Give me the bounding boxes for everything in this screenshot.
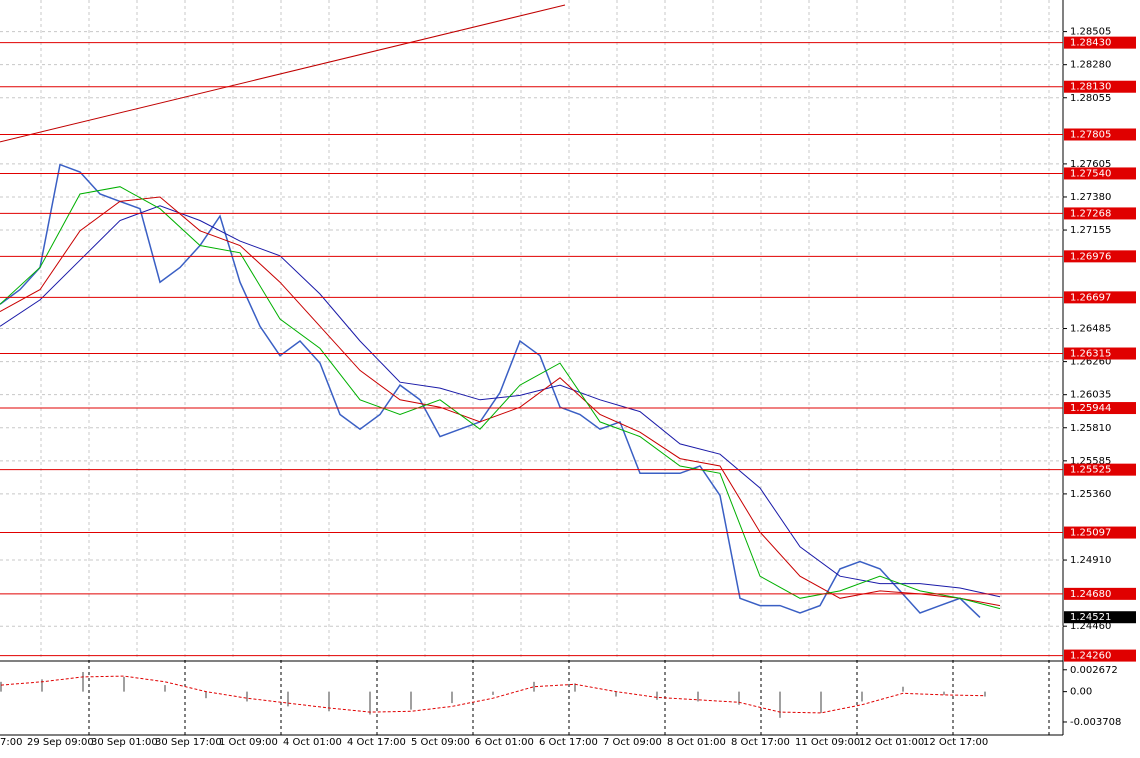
level-label: 1.24680 xyxy=(1070,589,1111,600)
histogram-bar xyxy=(902,686,904,692)
x-tick-label: 8 Oct 01:00 xyxy=(667,737,726,748)
level-label-bg xyxy=(1064,526,1136,539)
histogram-bar xyxy=(861,691,863,702)
level-label: 1.24260 xyxy=(1070,651,1111,662)
level-label: 1.25525 xyxy=(1070,465,1111,476)
y-tick-label: 1.27380 xyxy=(1070,192,1111,203)
histogram-bar xyxy=(369,691,371,715)
x-tick-label: 12 Oct 01:00 xyxy=(859,737,924,748)
histogram-bar xyxy=(410,691,412,710)
level-label-bg xyxy=(1064,587,1136,600)
x-tick-label: 6 Oct 01:00 xyxy=(475,737,534,748)
y-tick-label: 1.25585 xyxy=(1070,456,1111,467)
y-tick-label: 1.25810 xyxy=(1070,423,1111,434)
y-tick-label: 1.25360 xyxy=(1070,489,1111,500)
series-line xyxy=(0,186,1001,610)
y-tick-label: -0.003708 xyxy=(1070,717,1121,728)
y-tick-label: 1.24910 xyxy=(1070,555,1111,566)
y-tick-label: 1.26035 xyxy=(1070,390,1111,401)
histogram-bar xyxy=(943,691,945,695)
histogram-bar xyxy=(41,679,43,692)
x-tick-label: 29 Sep 09:00 xyxy=(27,737,94,748)
level-label-bg xyxy=(1064,250,1136,263)
histogram-bar xyxy=(779,691,781,718)
x-tick-label: 4 Oct 17:00 xyxy=(347,737,406,748)
level-label: 1.28430 xyxy=(1070,38,1111,49)
y-tick-label: 1.24460 xyxy=(1070,621,1111,632)
x-tick-label: 11 Oct 09:00 xyxy=(795,737,860,748)
histogram-bar xyxy=(205,691,207,699)
y-tick-label: 0.00 xyxy=(1070,687,1092,698)
histogram-bar xyxy=(492,691,494,695)
level-label-bg xyxy=(1064,80,1136,93)
histogram-bar xyxy=(738,691,740,705)
histogram-bar xyxy=(984,691,986,697)
level-label: 1.27268 xyxy=(1070,208,1111,219)
histogram-bar xyxy=(123,676,125,692)
level-label: 1.26315 xyxy=(1070,349,1111,360)
level-label: 1.28130 xyxy=(1070,82,1111,93)
y-tick-label: 1.28055 xyxy=(1070,93,1111,104)
histogram-bar xyxy=(451,691,453,704)
x-tick-label: 1 Oct 09:00 xyxy=(219,737,278,748)
x-tick-label: 30 Sep 01:00 xyxy=(91,737,158,748)
histogram-bar xyxy=(287,691,289,707)
series-line xyxy=(0,163,981,618)
histogram-bar xyxy=(574,683,576,692)
y-tick-label: 1.27155 xyxy=(1070,225,1111,236)
series-line xyxy=(0,196,1001,607)
x-tick-label: 4 Oct 01:00 xyxy=(283,737,342,748)
x-tick-label: 7 Oct 09:00 xyxy=(603,737,662,748)
signal-line xyxy=(0,675,986,714)
level-label-bg xyxy=(1064,402,1136,415)
y-tick-label: 1.27605 xyxy=(1070,159,1111,170)
level-label-bg xyxy=(1064,36,1136,49)
x-tick-label: 7:00 xyxy=(0,737,22,748)
x-tick-label: 30 Sep 17:00 xyxy=(155,737,222,748)
level-label-bg xyxy=(1064,347,1136,360)
level-label: 1.27805 xyxy=(1070,129,1111,140)
y-tick-label: 1.26260 xyxy=(1070,357,1111,368)
histogram-bar xyxy=(246,691,248,702)
x-tick-label: 8 Oct 17:00 xyxy=(731,737,790,748)
current-price-label: 1.24521 xyxy=(1070,612,1111,623)
histogram-bar xyxy=(656,691,658,700)
histogram-bar xyxy=(820,691,822,713)
series-line xyxy=(0,205,1001,598)
level-label-bg xyxy=(1064,463,1136,476)
level-label: 1.25944 xyxy=(1070,403,1111,414)
level-label-bg xyxy=(1064,291,1136,304)
histogram-bar xyxy=(328,691,330,712)
y-tick-label: 1.28280 xyxy=(1070,60,1111,71)
level-label: 1.25097 xyxy=(1070,528,1111,539)
level-label-bg xyxy=(1064,128,1136,141)
histogram-bar xyxy=(697,691,699,702)
current-price-bg xyxy=(1064,611,1136,624)
histogram-bar xyxy=(0,681,2,692)
level-label: 1.27540 xyxy=(1070,168,1111,179)
trendline xyxy=(0,4,566,143)
histogram-bar xyxy=(615,691,617,697)
level-label-bg xyxy=(1064,167,1136,180)
histogram-bar xyxy=(533,681,535,692)
y-tick-label: 1.26485 xyxy=(1070,324,1111,335)
x-tick-label: 12 Oct 17:00 xyxy=(923,737,988,748)
level-label-bg xyxy=(1064,649,1136,662)
level-label: 1.26976 xyxy=(1070,251,1111,262)
level-label: 1.26697 xyxy=(1070,292,1111,303)
y-tick-label: 0.002672 xyxy=(1070,665,1118,676)
histogram-bar xyxy=(82,672,84,692)
histogram-bar xyxy=(164,685,166,692)
x-tick-label: 6 Oct 17:00 xyxy=(539,737,598,748)
plot-bg xyxy=(0,0,1063,735)
y-tick-label: 1.28505 xyxy=(1070,27,1111,38)
level-label-bg xyxy=(1064,207,1136,220)
x-tick-label: 5 Oct 09:00 xyxy=(411,737,470,748)
